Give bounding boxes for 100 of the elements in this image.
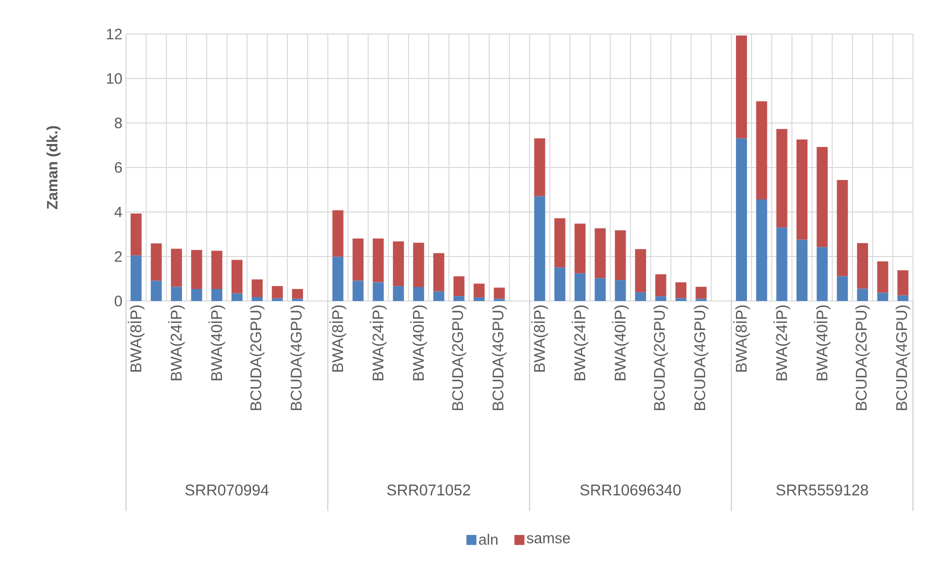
bar	[170, 286, 182, 301]
bar	[413, 242, 424, 287]
bar	[877, 261, 888, 293]
text: SRR5559128	[776, 484, 868, 496]
bar	[453, 296, 464, 301]
x-tick-label: BWA(40İP)	[612, 305, 629, 380]
bar	[897, 295, 908, 301]
bar	[756, 101, 768, 200]
bar	[252, 296, 263, 301]
y-tick-label: 8	[114, 118, 122, 128]
y-tick-label: 2	[114, 251, 122, 262]
bar	[272, 286, 283, 298]
bar	[675, 298, 686, 301]
y-tick-label: 6	[114, 162, 122, 173]
x-tick-label: BWA(24İP)	[572, 305, 588, 380]
bar	[897, 270, 908, 296]
bar	[614, 280, 626, 301]
bar	[857, 288, 868, 301]
bar	[191, 288, 202, 301]
bar	[130, 255, 142, 301]
bar	[857, 243, 868, 289]
x-tick-label: BWA(8İP)	[733, 305, 750, 372]
bar	[635, 292, 646, 301]
bar	[635, 249, 646, 292]
bar	[453, 276, 464, 296]
bar	[756, 200, 768, 301]
bar	[836, 180, 848, 276]
bar	[352, 280, 364, 301]
x-tick-label: BWA(24İP)	[168, 305, 185, 380]
bar	[554, 218, 566, 268]
bar	[211, 250, 222, 289]
bar	[392, 286, 404, 301]
x-tick-label: BCUDA(2GPU)	[250, 305, 264, 410]
bar	[655, 296, 666, 301]
bar	[816, 147, 828, 248]
bar	[594, 228, 606, 278]
x-tick-label: BCUDA(4GPU)	[896, 305, 910, 410]
bar	[554, 267, 566, 301]
x-tick-label: BWA(40İP)	[208, 305, 226, 380]
x-tick-label: BWA(40İP)	[814, 305, 831, 380]
x-tick-label: BCUDA(2GPU)	[654, 305, 668, 410]
x-tick-label: BWA(40İP)	[410, 305, 427, 380]
x-tick-label: BWA(8İP)	[128, 305, 144, 372]
bar	[231, 260, 242, 294]
x-tick-label: BCUDA(4GPU)	[492, 305, 507, 410]
bar	[433, 291, 444, 301]
bar	[474, 297, 485, 301]
bar	[776, 129, 788, 228]
bar	[836, 276, 848, 301]
bar	[494, 288, 505, 299]
text: SRR10696340	[580, 484, 681, 496]
bar	[372, 282, 384, 301]
bar	[332, 210, 344, 257]
bar	[372, 238, 384, 282]
bar	[534, 196, 546, 301]
bar	[796, 139, 808, 240]
x-tick-label: BWA(24İP)	[370, 305, 387, 380]
bar	[292, 288, 304, 299]
x-tick-label: BCUDA(2GPU)	[452, 305, 466, 410]
x-tick-label: BWA(8İP)	[330, 305, 346, 372]
x-tick-label: BWA(24İP)	[774, 305, 790, 380]
y-tick-label: 12	[106, 28, 122, 40]
text: SRR071052	[387, 484, 470, 496]
bar	[675, 282, 686, 298]
legend-label: samse	[526, 535, 570, 544]
bar	[252, 279, 263, 297]
y-tick-label: 4	[114, 206, 122, 218]
bar	[736, 138, 747, 301]
bar	[474, 284, 485, 298]
x-tick-label: BCUDA(4GPU)	[290, 305, 305, 410]
bar	[352, 238, 364, 281]
y-tick-label: 0	[114, 296, 122, 306]
bar	[534, 138, 546, 196]
bar	[614, 230, 626, 280]
bar	[877, 292, 888, 301]
bar	[594, 278, 606, 301]
x-tick-label: BCUDA(4GPU)	[694, 305, 708, 410]
x-tick-label: BCUDA(2GPU)	[855, 305, 870, 410]
bar	[191, 250, 202, 289]
bar	[272, 298, 283, 301]
y-tick-label: 10	[106, 73, 122, 84]
bar	[170, 248, 182, 287]
bar	[696, 286, 707, 299]
bar	[433, 253, 444, 292]
bar	[130, 214, 142, 256]
bar	[150, 280, 162, 301]
bar	[574, 224, 586, 274]
legend-label: aln	[479, 534, 498, 545]
bar	[231, 293, 242, 301]
bar	[736, 36, 747, 138]
bar	[796, 240, 808, 301]
bar	[655, 274, 666, 296]
x-tick-label: BWA(8İP)	[531, 305, 548, 372]
y-axis-title: Zaman (dk.)	[46, 126, 60, 210]
bar	[211, 288, 222, 301]
bar	[816, 247, 828, 301]
bar	[150, 243, 162, 281]
text: SRR070994	[185, 484, 269, 496]
bar	[413, 286, 424, 301]
bar	[332, 256, 344, 301]
